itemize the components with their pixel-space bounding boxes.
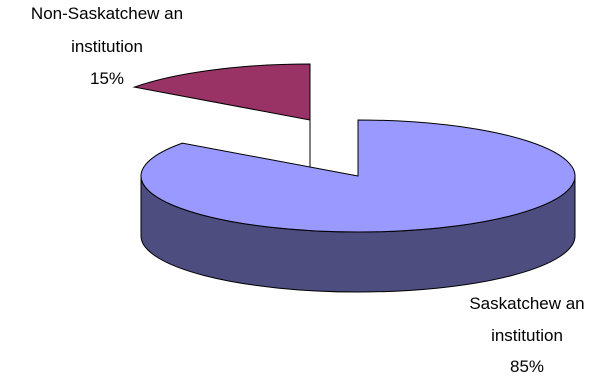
slice-1-label-line-1: Saskatchew an — [469, 294, 584, 313]
slice-1-top — [140, 119, 576, 233]
slice-2-label-value: 15% — [90, 69, 124, 88]
slice-2-label-line-2: institution — [71, 37, 143, 56]
slice-1-label-line-2: institution — [491, 326, 563, 345]
slice-1-label-value: 85% — [510, 357, 544, 376]
slice-1-label: Saskatchew an institution 85% — [469, 294, 584, 376]
slice-2-top — [132, 63, 311, 121]
slice-2-label-line-1: Non-Saskatchew an — [31, 4, 183, 23]
slice-1-group — [140, 119, 576, 293]
slice-2-group — [132, 63, 311, 180]
slice-2-label: Non-Saskatchew an institution 15% — [31, 4, 183, 88]
